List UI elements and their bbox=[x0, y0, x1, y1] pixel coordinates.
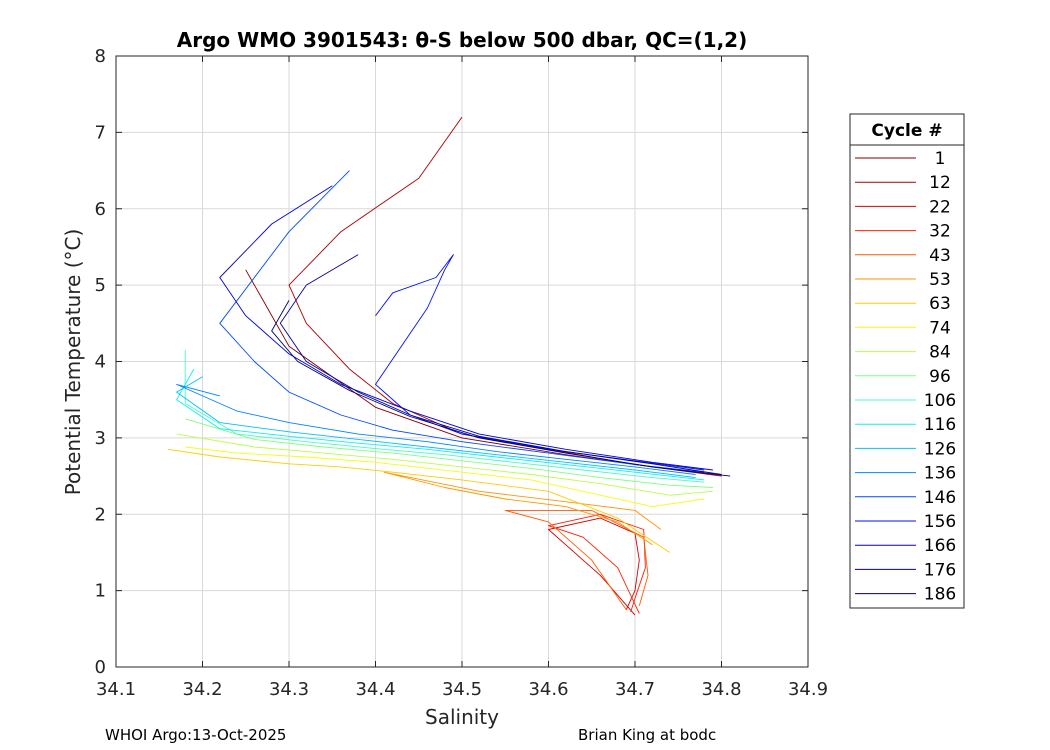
x-tick-label: 34.9 bbox=[788, 679, 828, 700]
legend-entry-label: 32 bbox=[929, 222, 951, 242]
x-tick-label: 34.3 bbox=[269, 679, 309, 700]
y-tick-label: 6 bbox=[95, 199, 106, 220]
legend-entry-label: 1 bbox=[935, 149, 946, 169]
x-tick-label: 34.1 bbox=[96, 679, 136, 700]
legend-entry-label: 186 bbox=[924, 585, 956, 605]
x-tick-label: 34.5 bbox=[442, 679, 482, 700]
series-line-cycle-176 bbox=[279, 254, 722, 475]
legend-entry-label: 63 bbox=[929, 294, 951, 314]
series-line-cycle-126 bbox=[176, 376, 696, 479]
series-line-cycle-74 bbox=[185, 446, 705, 508]
legend-entry-label: 146 bbox=[924, 488, 956, 508]
series-line-cycle-43 bbox=[504, 509, 649, 610]
x-tick-label: 34.2 bbox=[182, 679, 222, 700]
x-axis-label: Salinity bbox=[425, 705, 499, 729]
legend-entry-label: 156 bbox=[924, 512, 956, 532]
legend-entry-label: 106 bbox=[924, 391, 956, 411]
x-axis: 34.1 34.2 34.3 34.4 34.5 34.6 34.7 34.8 34.9 bbox=[96, 56, 828, 700]
series-line-cycle-96 bbox=[185, 418, 713, 488]
legend-entry-label: 84 bbox=[929, 343, 951, 363]
legend-entry-label: 43 bbox=[929, 246, 951, 266]
series-line-cycle-53 bbox=[383, 471, 662, 546]
legend-entry-label: 74 bbox=[929, 318, 951, 338]
series-layer bbox=[167, 116, 731, 616]
series-line-cycle-106 bbox=[184, 350, 705, 483]
y-tick-label: 1 bbox=[95, 581, 106, 602]
chart-title: Argo WMO 3901543: θ-S below 500 dbar, QC… bbox=[177, 28, 747, 52]
y-tick-label: 5 bbox=[95, 275, 106, 296]
legend-title: Cycle # bbox=[871, 121, 942, 141]
x-tick-label: 34.4 bbox=[355, 679, 395, 700]
legend-entry-label: 22 bbox=[929, 197, 951, 217]
y-axis-label: Potential Temperature (°C) bbox=[61, 229, 85, 496]
series-line-cycle-116 bbox=[176, 368, 705, 481]
series-line-cycle-166 bbox=[219, 185, 713, 471]
y-tick-label: 0 bbox=[95, 657, 106, 678]
y-tick-label: 4 bbox=[95, 352, 106, 373]
series-line-cycle-12 bbox=[288, 116, 713, 475]
legend-entry-label: 96 bbox=[929, 367, 951, 387]
legend-entries: 1 12 22 32 43 53 63 74 84 96 106 116 126 136 146 156 166… bbox=[855, 149, 956, 605]
series-line-cycle-136 bbox=[176, 383, 696, 475]
y-axis: 0 1 2 3 4 5 6 7 8 bbox=[95, 46, 808, 678]
legend-entry-label: 176 bbox=[924, 560, 956, 580]
footer-credit-right: Brian King at bodc bbox=[578, 726, 717, 744]
x-tick-label: 34.7 bbox=[615, 679, 655, 700]
x-tick-label: 34.8 bbox=[701, 679, 741, 700]
series-line-cycle-156 bbox=[375, 254, 705, 471]
y-tick-label: 3 bbox=[95, 428, 106, 449]
footer-credit-left: WHOI Argo:13-Oct-2025 bbox=[105, 726, 287, 744]
plot-area bbox=[115, 55, 809, 668]
legend-entry-label: 116 bbox=[924, 415, 956, 435]
series-line-cycle-22 bbox=[548, 517, 640, 616]
legend-entry-label: 53 bbox=[929, 270, 951, 290]
series-line-cycle-146 bbox=[219, 170, 705, 473]
x-tick-label: 34.6 bbox=[528, 679, 568, 700]
series-line-cycle-186 bbox=[271, 300, 731, 477]
legend-entry-label: 136 bbox=[924, 464, 956, 484]
grid bbox=[115, 55, 809, 668]
y-tick-label: 2 bbox=[95, 504, 106, 525]
legend-entry-label: 12 bbox=[929, 173, 951, 193]
series-line-cycle-84 bbox=[176, 433, 713, 496]
series-line-cycle-32 bbox=[548, 513, 646, 614]
legend-box bbox=[849, 113, 965, 609]
legend-entry-label: 126 bbox=[924, 439, 956, 459]
y-tick-label: 8 bbox=[95, 46, 106, 67]
series-line-cycle-63 bbox=[167, 448, 670, 553]
legend: Cycle # 11222324353637484961061161261361… bbox=[849, 113, 965, 609]
y-tick-label: 7 bbox=[95, 122, 106, 143]
legend-entry-label: 166 bbox=[924, 536, 956, 556]
